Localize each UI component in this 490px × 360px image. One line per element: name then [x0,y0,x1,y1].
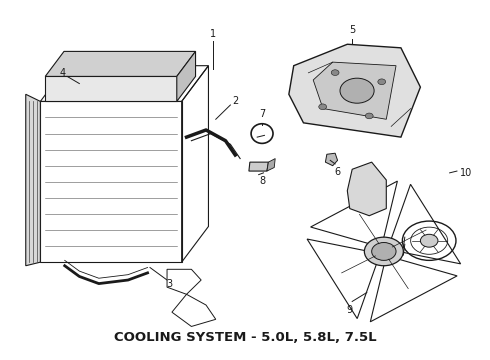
Circle shape [319,104,326,110]
Polygon shape [347,162,386,216]
Polygon shape [26,94,40,266]
Circle shape [365,237,403,266]
Text: 9: 9 [347,305,353,315]
Circle shape [372,243,396,260]
Polygon shape [45,51,196,76]
Polygon shape [325,153,338,166]
Polygon shape [313,62,396,119]
Text: 7: 7 [259,109,265,119]
Circle shape [378,79,386,85]
Text: 6: 6 [335,167,341,177]
Circle shape [366,113,373,119]
Polygon shape [249,162,269,171]
Circle shape [420,234,438,247]
Text: 1: 1 [210,29,217,39]
Text: 4: 4 [59,68,65,78]
Text: 8: 8 [259,176,265,186]
Text: 5: 5 [349,25,355,35]
Polygon shape [267,158,275,171]
Text: 10: 10 [460,168,472,178]
Circle shape [331,70,339,76]
Text: 3: 3 [167,279,172,289]
Text: COOLING SYSTEM - 5.0L, 5.8L, 7.5L: COOLING SYSTEM - 5.0L, 5.8L, 7.5L [114,331,376,344]
Polygon shape [45,76,177,102]
Circle shape [340,78,374,103]
Text: 2: 2 [232,96,238,107]
Polygon shape [177,51,196,102]
Polygon shape [289,44,420,137]
